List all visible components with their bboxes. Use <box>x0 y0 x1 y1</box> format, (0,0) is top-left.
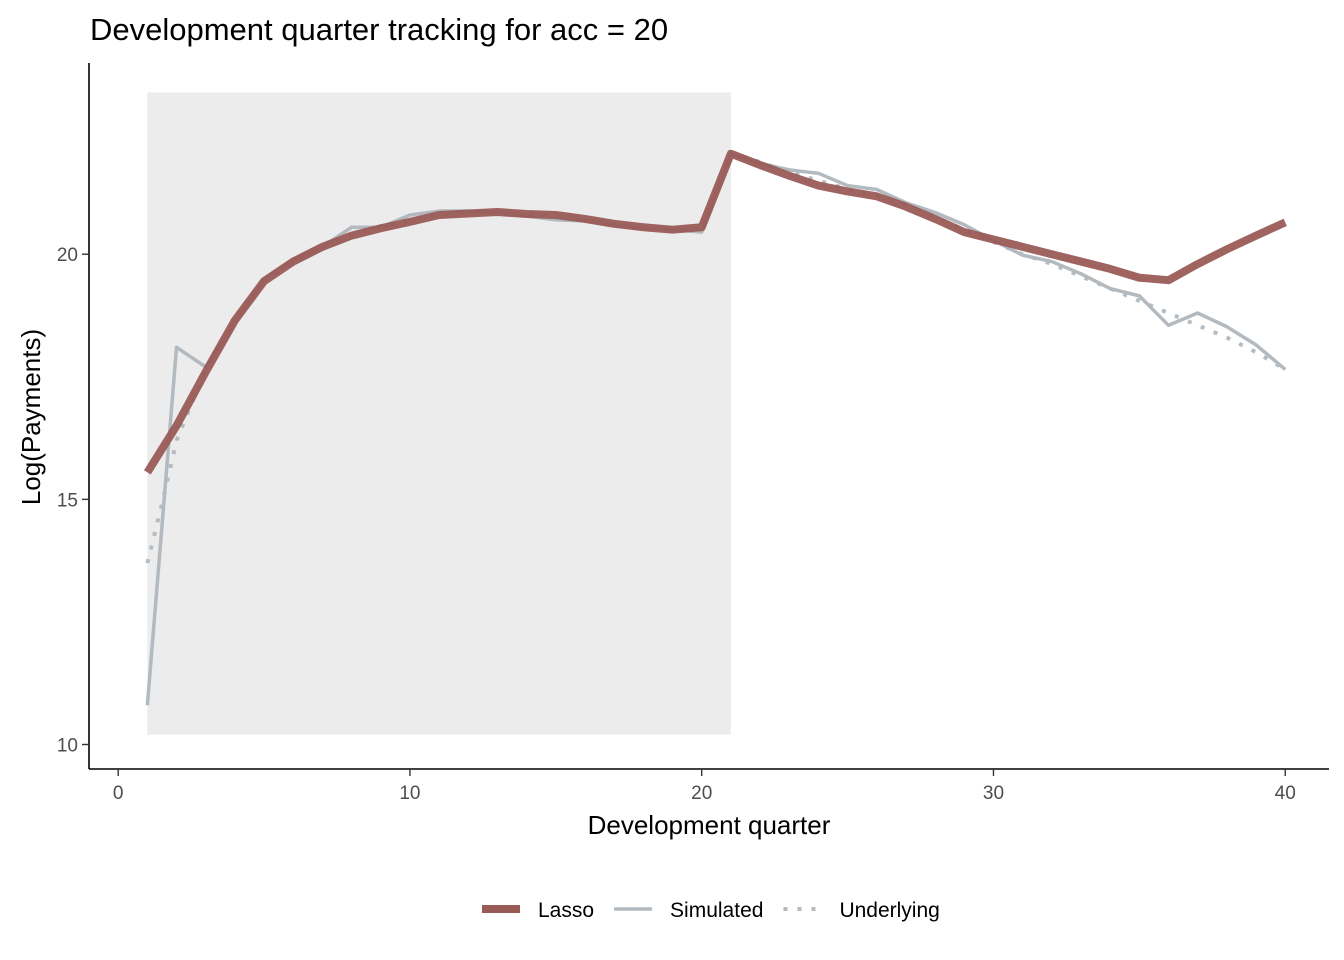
y-axis-title: Log(Payments) <box>16 329 46 505</box>
x-tick-label: 30 <box>983 783 1004 804</box>
chart-title: Development quarter tracking for acc = 2… <box>90 12 668 47</box>
x-tick-label: 10 <box>399 783 420 804</box>
x-tick-label: 0 <box>113 783 124 804</box>
x-tick-label: 20 <box>691 783 712 804</box>
y-tick-label: 10 <box>57 735 78 756</box>
x-axis-ticks: 0 10 20 30 40 <box>113 769 1296 804</box>
series-layer <box>143 149 1287 706</box>
series-line-lasso <box>143 149 1287 475</box>
y-axis-ticks: 10 15 20 <box>57 245 89 756</box>
x-tick-label: 40 <box>1275 783 1296 804</box>
y-tick-label: 20 <box>57 245 78 266</box>
legend: Lasso Simulated Underlying <box>482 899 940 922</box>
y-tick-label: 15 <box>57 490 78 511</box>
training-region-shading <box>147 92 731 735</box>
legend-label-simulated: Simulated <box>670 899 763 922</box>
legend-label-lasso: Lasso <box>538 899 594 922</box>
legend-label-underlying: Underlying <box>839 899 939 922</box>
x-axis-title: Development quarter <box>588 810 831 840</box>
